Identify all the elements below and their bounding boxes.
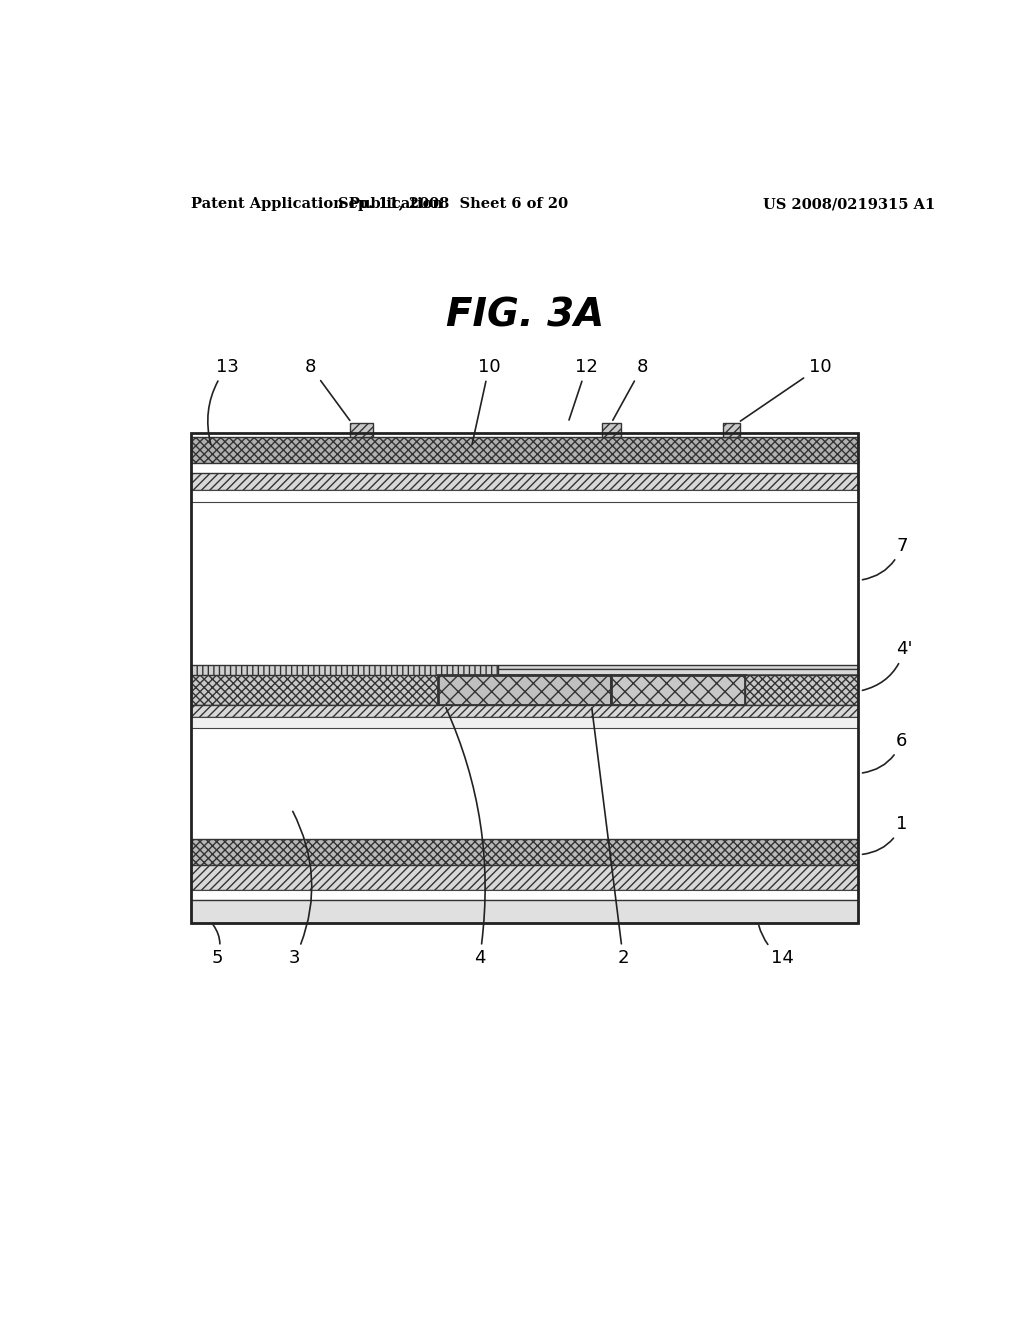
Bar [498, 664, 858, 677]
Text: 6: 6 [862, 731, 907, 774]
Text: 14: 14 [759, 925, 795, 968]
Text: 12: 12 [569, 358, 598, 420]
Bar [438, 675, 611, 705]
Bar [191, 675, 438, 705]
Bar [191, 433, 858, 923]
Bar [611, 675, 744, 705]
Bar [191, 490, 858, 502]
Bar [191, 840, 858, 865]
Text: Sep. 11, 2008  Sheet 6 of 20: Sep. 11, 2008 Sheet 6 of 20 [338, 197, 568, 211]
Bar [191, 437, 858, 463]
Text: 10: 10 [472, 358, 501, 445]
Text: 2: 2 [592, 708, 629, 968]
Bar [191, 718, 858, 727]
Text: 1: 1 [862, 816, 907, 854]
Bar [350, 422, 373, 437]
Text: 8: 8 [305, 358, 350, 421]
Text: US 2008/0219315 A1: US 2008/0219315 A1 [763, 197, 935, 211]
Text: 5: 5 [211, 925, 222, 968]
Text: Patent Application Publication: Patent Application Publication [191, 197, 443, 211]
Bar [723, 422, 740, 437]
Text: 8: 8 [612, 358, 648, 420]
Text: FIG. 3A: FIG. 3A [445, 297, 604, 335]
Text: 7: 7 [862, 537, 907, 579]
Bar [191, 664, 498, 677]
Bar [191, 502, 858, 667]
Text: 4': 4' [862, 640, 912, 690]
Text: 10: 10 [740, 358, 831, 421]
Bar [601, 422, 622, 437]
Bar [191, 705, 858, 718]
Bar [191, 865, 858, 890]
Text: 3: 3 [289, 812, 311, 968]
Bar [191, 727, 858, 840]
Bar [744, 675, 858, 705]
Bar [191, 890, 858, 900]
Text: 4: 4 [445, 708, 485, 968]
Bar [191, 900, 858, 923]
Bar [191, 474, 858, 490]
Text: 13: 13 [208, 358, 239, 445]
